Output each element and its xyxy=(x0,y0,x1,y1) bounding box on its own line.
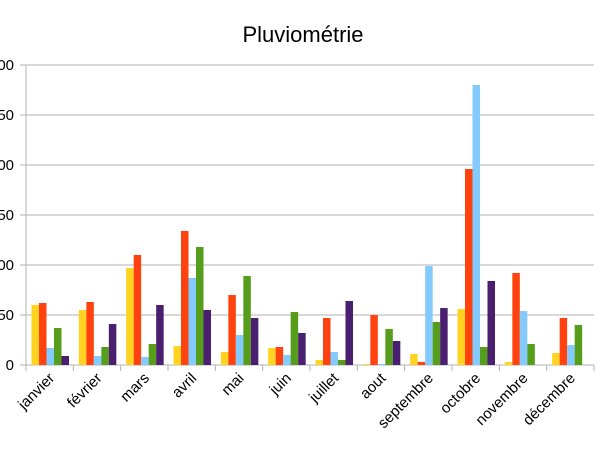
bar xyxy=(504,362,513,365)
axes xyxy=(25,65,595,371)
bar xyxy=(268,348,276,365)
y-tick-label: 0 xyxy=(6,357,14,374)
bar xyxy=(46,348,54,365)
bar xyxy=(283,355,291,365)
bar xyxy=(552,353,560,365)
bar xyxy=(228,295,236,365)
bar xyxy=(315,360,323,365)
x-tick-label: mars xyxy=(117,370,153,406)
gridlines xyxy=(20,64,594,366)
bar xyxy=(290,312,299,365)
bar xyxy=(243,276,251,365)
bar xyxy=(220,352,229,365)
bar xyxy=(417,362,426,365)
bar xyxy=(567,345,575,365)
x-axis-tick-labels: janvier février mars avril mai juin juillet aou… xyxy=(14,369,579,432)
y-tick-label: 00 xyxy=(0,57,14,74)
y-tick-label: 00 xyxy=(0,157,14,174)
bar xyxy=(440,308,448,365)
bar xyxy=(457,309,465,365)
bar xyxy=(472,85,480,365)
x-tick-label: décembre xyxy=(520,370,579,429)
bar xyxy=(432,322,441,365)
bar xyxy=(410,354,418,365)
bar xyxy=(527,344,535,365)
y-tick-label: 00 xyxy=(0,257,14,274)
bar xyxy=(370,315,378,365)
bar xyxy=(275,347,284,365)
bar xyxy=(512,273,520,365)
bar xyxy=(425,266,433,365)
y-tick-label: 50 xyxy=(0,207,14,224)
x-tick-label: janvier xyxy=(14,370,58,414)
x-tick-label: avril xyxy=(169,370,200,401)
bars xyxy=(31,85,583,365)
bar xyxy=(338,360,346,365)
bar xyxy=(487,281,495,365)
bar xyxy=(298,333,306,365)
x-tick-label: juillet xyxy=(305,369,342,406)
bar xyxy=(108,324,117,365)
bar xyxy=(196,247,204,365)
bar xyxy=(392,341,401,365)
bar xyxy=(362,364,371,365)
bar xyxy=(465,169,473,365)
bar xyxy=(559,318,568,365)
bar xyxy=(126,268,134,365)
y-axis-tick-labels: 0 50 00 50 00 50 00 xyxy=(0,57,14,374)
bar xyxy=(93,356,102,365)
bar xyxy=(86,302,94,365)
bar xyxy=(519,311,528,365)
bar xyxy=(39,303,47,365)
bar xyxy=(31,305,39,365)
bar xyxy=(181,231,189,365)
bar xyxy=(173,346,181,365)
bar xyxy=(148,344,157,365)
bar xyxy=(203,310,211,365)
bar xyxy=(78,310,87,365)
bar xyxy=(101,347,109,365)
y-tick-label: 50 xyxy=(0,307,14,324)
x-tick-label: juin xyxy=(266,370,295,399)
bar xyxy=(133,255,142,365)
bar xyxy=(188,278,196,365)
bar xyxy=(480,347,488,365)
chart-title: Pluviométrie xyxy=(242,22,364,47)
bar xyxy=(61,356,69,365)
bar xyxy=(156,305,164,365)
bar xyxy=(385,329,393,365)
bar xyxy=(250,318,259,365)
bar xyxy=(345,301,353,365)
bar xyxy=(377,364,386,365)
bar xyxy=(574,325,583,365)
bar xyxy=(235,335,244,365)
bar xyxy=(141,357,149,365)
bar xyxy=(330,352,338,365)
x-tick-label: octobre xyxy=(437,370,484,417)
x-tick-label: aout xyxy=(357,369,390,402)
bar xyxy=(323,318,331,365)
x-tick-label: mai xyxy=(218,370,247,399)
y-tick-label: 50 xyxy=(0,107,14,124)
bar xyxy=(54,328,62,365)
x-tick-label: février xyxy=(64,370,105,411)
